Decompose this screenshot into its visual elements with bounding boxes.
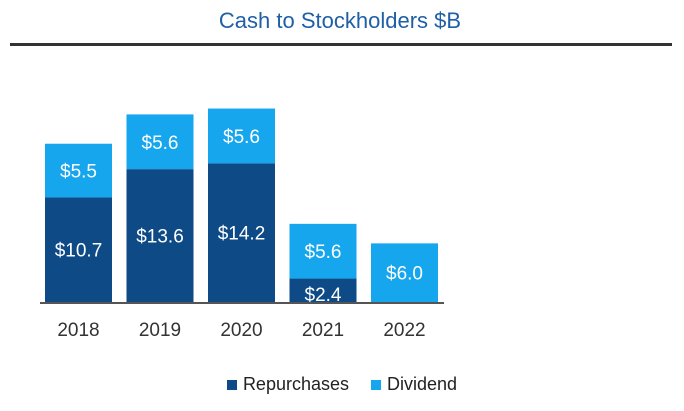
- bar-dividend-2020: [208, 108, 275, 164]
- legend-item-dividend: Dividend: [371, 374, 457, 395]
- x-tick-label-2019: 2019: [139, 320, 181, 341]
- data-label-dividend-2018: $5.5: [60, 162, 97, 183]
- legend-label-repurchases: Repurchases: [242, 374, 349, 394]
- data-label-repurchases-2019: $13.6: [136, 227, 184, 248]
- data-label-repurchases-2021: $2.4: [305, 285, 342, 306]
- data-label-dividend-2022: $6.0: [386, 264, 423, 285]
- chart-title: Cash to Stockholders $B: [218, 8, 462, 33]
- stacked-bar-chart: $10.7 $5.5 2018 $13.6 $5.6 2019 $14.2 $5.6 2020 $…: [40, 108, 444, 341]
- bar-repurchases-2018: [45, 197, 112, 302]
- legend-item-repurchases: Repurchases: [226, 374, 349, 395]
- data-label-dividend-2020: $5.6: [223, 127, 260, 148]
- data-label-dividend-2019: $5.6: [142, 133, 179, 154]
- chart-legend: Repurchases Dividend: [0, 374, 684, 395]
- x-tick-label-2021: 2021: [302, 320, 344, 341]
- bar-repurchases-2021: [289, 278, 357, 302]
- bar-repurchases-2019: [126, 169, 194, 302]
- x-tick-label-2018: 2018: [57, 320, 99, 341]
- bar-dividend-2019: [126, 114, 194, 170]
- bar-repurchases-2020: [208, 163, 275, 302]
- legend-swatch-dividend: [371, 379, 381, 390]
- data-label-repurchases-2020: $14.2: [218, 224, 266, 245]
- bar-dividend-2022: [371, 243, 438, 302]
- title-divider: [10, 43, 672, 46]
- x-tick-label-2020: 2020: [220, 320, 262, 341]
- data-label-dividend-2021: $5.6: [305, 242, 342, 263]
- bar-dividend-2021: [289, 223, 357, 279]
- x-tick-label-2022: 2022: [383, 320, 425, 341]
- legend-swatch-repurchases: [226, 379, 237, 390]
- data-label-repurchases-2018: $10.7: [55, 241, 103, 262]
- bar-dividend-2018: [45, 143, 112, 198]
- legend-label-dividend: Dividend: [387, 374, 458, 394]
